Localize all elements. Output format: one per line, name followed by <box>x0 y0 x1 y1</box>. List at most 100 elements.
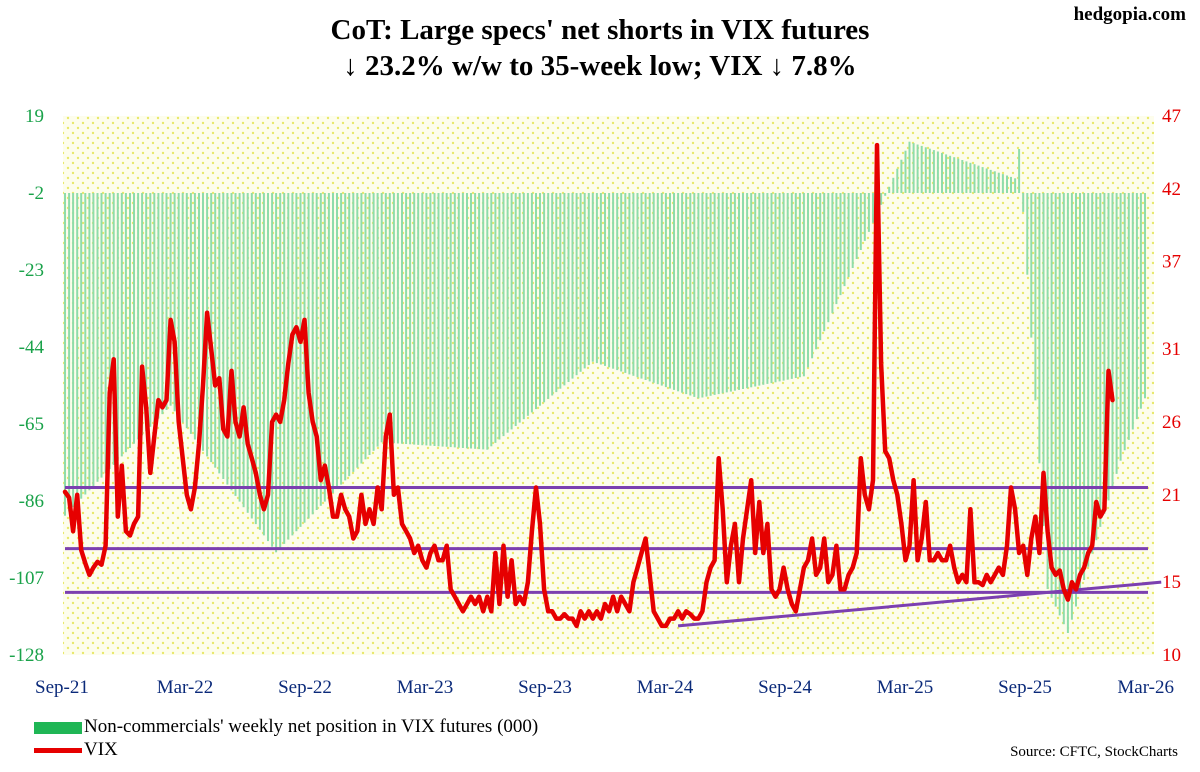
net-position-bar <box>884 193 887 196</box>
net-position-bar <box>758 193 761 386</box>
net-position-bar <box>112 193 115 465</box>
net-position-bar <box>608 193 611 368</box>
net-position-bar <box>1115 193 1118 474</box>
net-position-bar <box>1083 193 1086 580</box>
net-position-bar <box>843 193 846 287</box>
net-position-bar <box>863 193 866 241</box>
net-position-bar <box>396 193 399 444</box>
left-axis-tick-label: -2 <box>28 183 44 204</box>
net-position-bar <box>124 193 127 453</box>
net-position-bar <box>831 193 834 314</box>
net-position-bar <box>185 193 188 429</box>
legend-bar-swatch <box>34 721 82 734</box>
net-position-bar <box>867 193 870 232</box>
brand-watermark: hedgopia.com <box>1073 4 1186 25</box>
net-position-bar <box>677 193 680 392</box>
right-axis-ticks: 47 42 37 31 26 21 15 10 <box>1162 106 1181 666</box>
net-position-bar <box>449 193 452 448</box>
net-position-bar <box>774 193 777 383</box>
net-position-bar <box>490 193 493 447</box>
net-position-bar <box>1010 176 1012 193</box>
net-position-bar <box>547 193 550 399</box>
net-position-bar <box>782 193 785 381</box>
net-position-bar <box>713 193 716 395</box>
net-position-bar <box>230 193 233 491</box>
net-position-bar <box>336 193 338 489</box>
net-position-bar <box>807 193 809 368</box>
net-position-bar <box>104 193 107 474</box>
net-position-bar <box>72 193 75 508</box>
net-position-bar <box>815 193 818 350</box>
net-position-bar <box>888 186 891 193</box>
net-position-bar <box>628 193 631 375</box>
net-position-bar <box>137 193 140 440</box>
net-position-bar <box>327 193 330 498</box>
net-position-bar <box>673 193 675 390</box>
net-position-bar <box>133 193 135 444</box>
net-position-bar <box>535 193 537 410</box>
net-position-bar <box>441 193 444 447</box>
net-position-bar <box>709 193 712 396</box>
net-position-bar <box>612 193 615 369</box>
net-position-bar <box>1091 193 1094 554</box>
net-position-bar <box>936 151 939 193</box>
net-position-bar <box>900 159 903 193</box>
net-position-bar <box>620 193 623 372</box>
net-position-bar <box>262 193 265 536</box>
net-position-bar <box>604 193 606 366</box>
net-position-bar <box>908 141 911 193</box>
x-axis-tick-label: Sep-23 <box>518 677 572 698</box>
net-position-bar <box>1123 193 1126 451</box>
net-position-bar <box>530 193 533 413</box>
net-position-bar <box>928 148 931 193</box>
net-position-bar <box>660 193 663 386</box>
net-position-bar <box>1107 193 1110 501</box>
net-position-bar <box>896 168 899 193</box>
net-position-bar <box>92 193 95 487</box>
net-position-bars <box>64 141 1146 633</box>
net-position-bar <box>1022 193 1025 212</box>
net-position-bar <box>388 193 391 443</box>
net-position-bar <box>1046 193 1049 589</box>
net-position-bar <box>1018 149 1021 193</box>
net-position-bar <box>786 193 789 380</box>
right-axis-tick-label: 10 <box>1162 645 1181 666</box>
net-position-bar <box>693 193 696 397</box>
net-position-bar <box>494 193 497 443</box>
net-position-bar <box>961 160 964 193</box>
net-position-bar <box>1131 193 1134 430</box>
net-position-bar <box>539 193 541 406</box>
net-position-bar <box>149 193 152 427</box>
legend-net-position: Non-commercials' weekly net position in … <box>34 716 538 738</box>
net-position-bar <box>648 193 651 382</box>
net-position-bar <box>717 193 720 395</box>
net-position-bar <box>859 193 862 250</box>
net-position-bar <box>413 193 416 445</box>
net-position-bar <box>750 193 753 388</box>
net-position-bar <box>851 193 854 268</box>
net-position-bar <box>920 145 923 193</box>
net-position-bar <box>319 193 322 506</box>
net-position-bar <box>701 193 704 398</box>
net-position-bar <box>498 193 501 440</box>
net-position-bar <box>84 193 87 495</box>
net-position-bar <box>587 193 590 366</box>
net-position-bar <box>267 193 269 542</box>
net-position-bar <box>644 193 647 380</box>
net-position-bar <box>177 193 180 417</box>
net-position-bar <box>977 165 980 193</box>
left-axis-ticks: 19 -2 -23 -44 -65 -86 -107 -128 <box>9 106 44 666</box>
left-axis-tick-label: -128 <box>9 645 44 666</box>
net-position-bar <box>616 193 619 371</box>
net-position-bar <box>1066 193 1069 633</box>
net-position-bar <box>522 193 525 420</box>
net-position-bar <box>636 193 639 378</box>
net-position-bar <box>1054 193 1057 607</box>
net-position-bar <box>1006 175 1008 193</box>
net-position-bar <box>985 168 988 193</box>
net-position-bar <box>932 150 935 193</box>
net-position-bar <box>754 193 757 387</box>
net-position-bar <box>238 193 241 502</box>
net-position-bar <box>892 177 895 193</box>
right-axis-tick-label: 42 <box>1162 179 1181 200</box>
